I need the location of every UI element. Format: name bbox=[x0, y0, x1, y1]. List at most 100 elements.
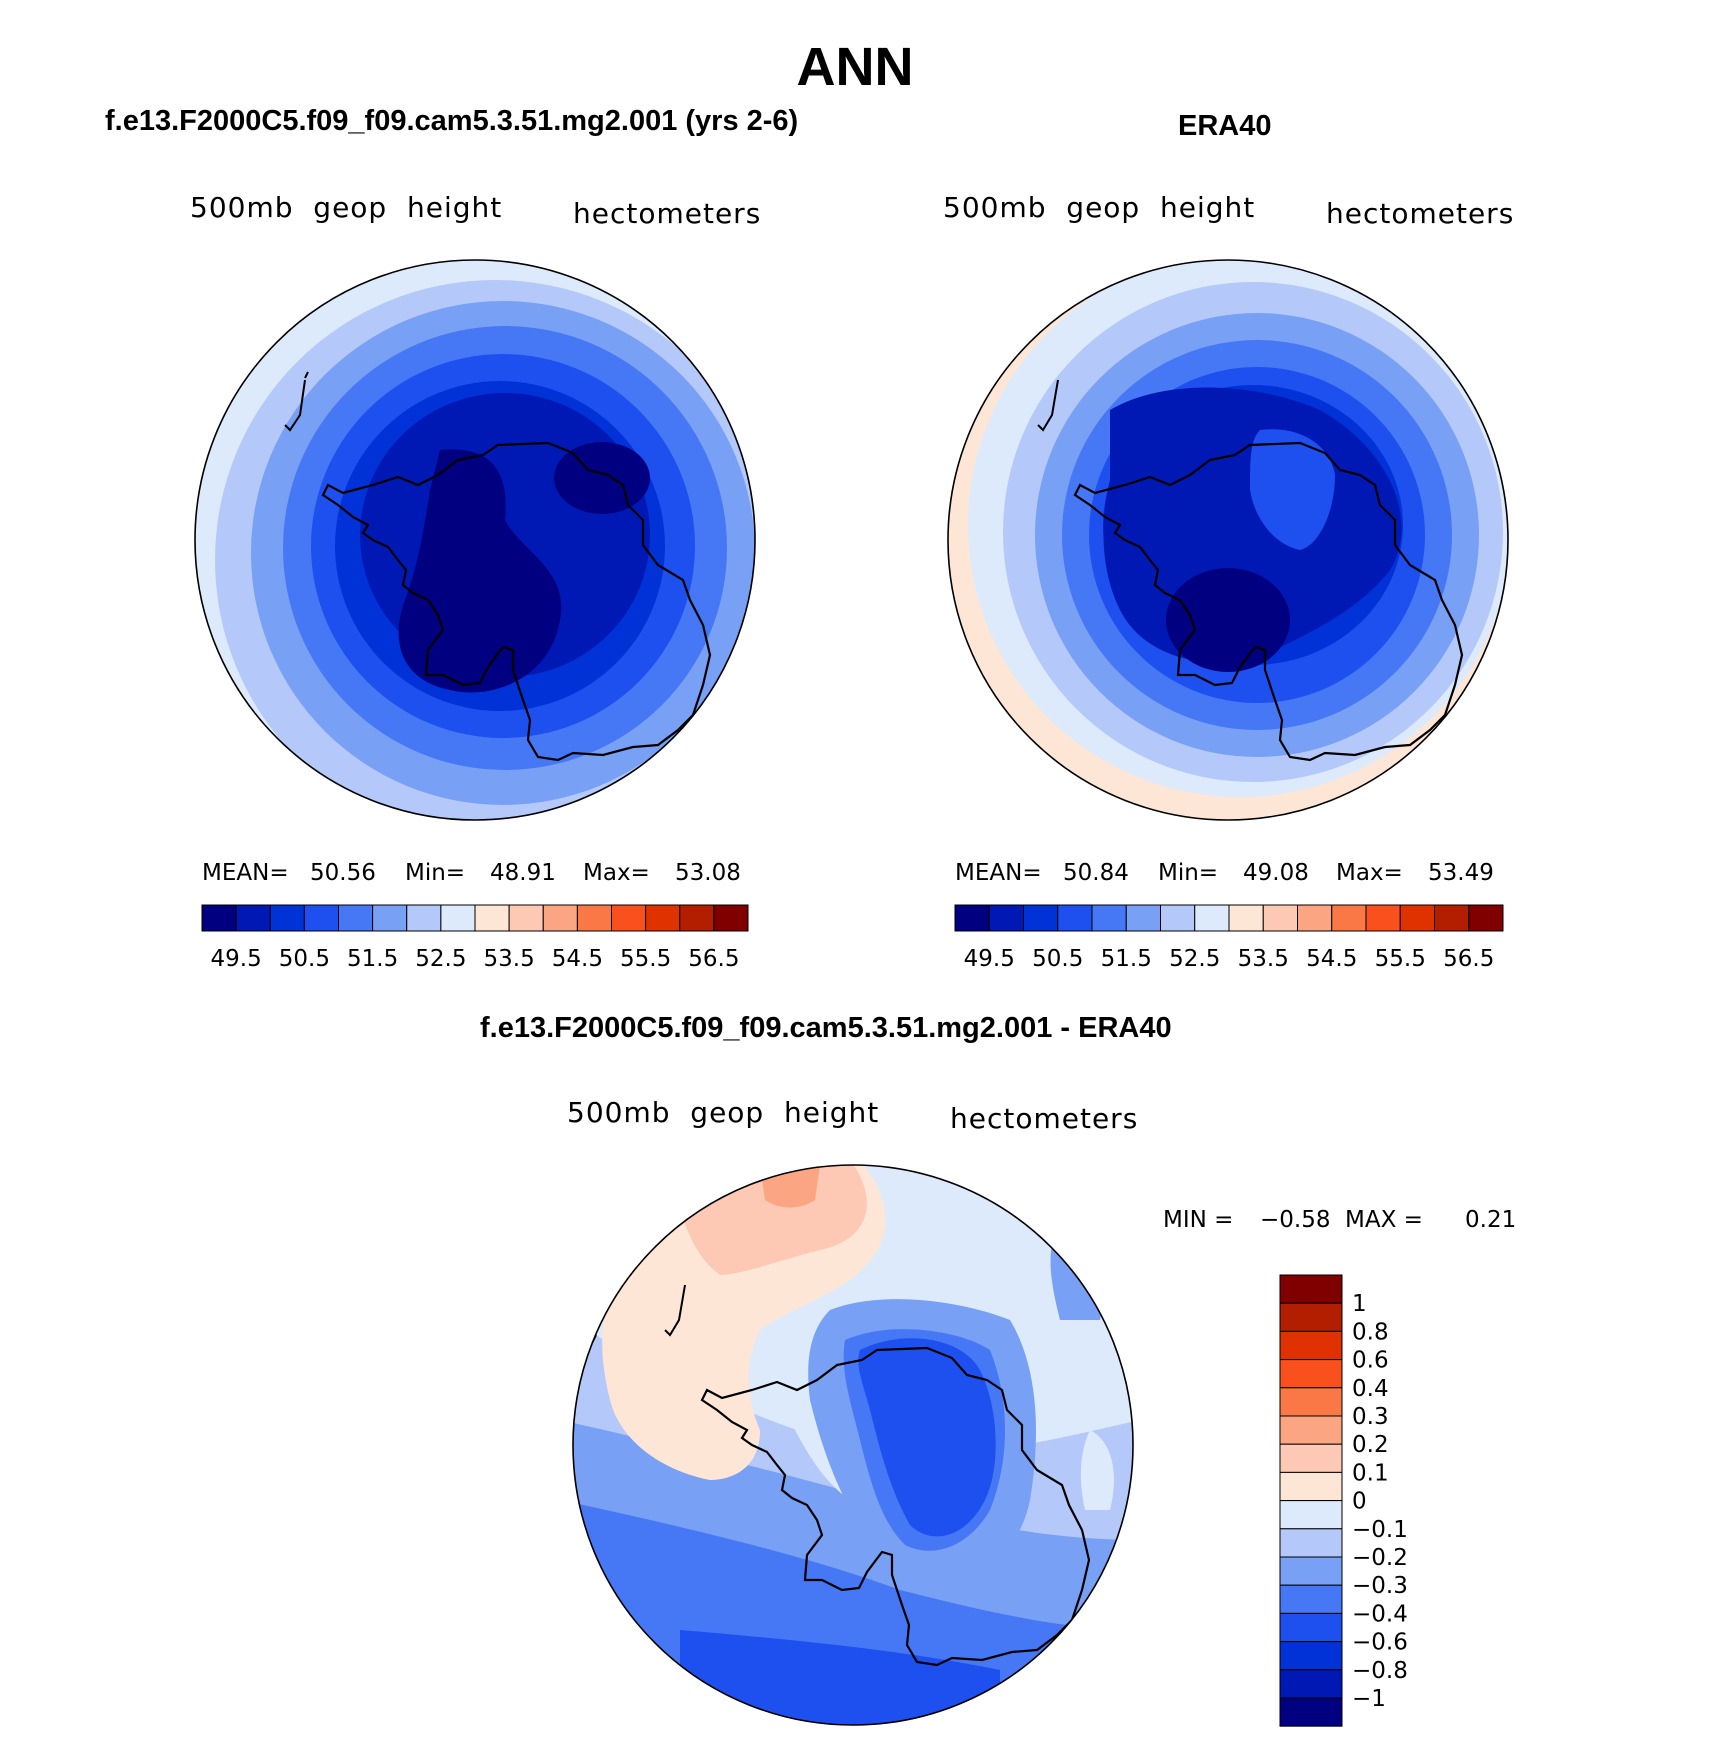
obs-colorbar-swatch bbox=[1023, 904, 1059, 932]
obs-colorbar-swatch bbox=[1365, 904, 1401, 932]
obs-colorbar-tick-label: 51.5 bbox=[1101, 946, 1152, 972]
obs-colorbar-tick-label: 52.5 bbox=[1169, 946, 1220, 972]
model-colorbar-tick-label: 56.5 bbox=[688, 946, 739, 972]
diff-colorbar-tick-label: 1 bbox=[1352, 1291, 1367, 1317]
diff-colorbar-swatch bbox=[1279, 1669, 1343, 1699]
model-colorbar: 49.5 50.5 51.5 52.5 53.5 54.5 55.5 56.5 bbox=[201, 904, 749, 972]
model-min-label: Min= bbox=[405, 860, 465, 886]
model-colorbar-swatch bbox=[440, 904, 476, 932]
obs-colorbar-tick-label: 55.5 bbox=[1375, 946, 1426, 972]
model-units-label: hectometers bbox=[573, 197, 761, 230]
obs-colorbar-tick-label: 50.5 bbox=[1032, 946, 1083, 972]
obs-colorbar-swatch bbox=[1331, 904, 1367, 932]
model-colorbar-swatch bbox=[372, 904, 408, 932]
obs-min-label: Min= bbox=[1158, 860, 1218, 886]
diff-colorbar-tick-label: −0.2 bbox=[1352, 1545, 1408, 1571]
diff-colorbar-swatch bbox=[1279, 1641, 1343, 1671]
model-max-value: 53.08 bbox=[675, 860, 741, 886]
diff-colorbar-tick-label: 0.1 bbox=[1352, 1460, 1389, 1486]
model-map bbox=[195, 260, 755, 820]
diff-colorbar-tick-label: 0.8 bbox=[1352, 1319, 1389, 1345]
obs-map-border bbox=[947, 259, 1509, 821]
diff-units-label: hectometers bbox=[950, 1102, 1138, 1135]
diff-colorbar-tick-label: 0.2 bbox=[1352, 1432, 1389, 1458]
obs-colorbar-swatch bbox=[1468, 904, 1504, 932]
diff-colorbar-swatch bbox=[1279, 1612, 1343, 1643]
obs-colorbar-swatch bbox=[1262, 904, 1298, 932]
model-colorbar-swatch bbox=[406, 904, 442, 932]
obs-case-title: ERA40 bbox=[1178, 110, 1272, 142]
model-max-label: Max= bbox=[583, 860, 650, 886]
diff-colorbar-tick-label: 0.4 bbox=[1352, 1376, 1389, 1402]
model-colorbar-swatch bbox=[235, 904, 271, 932]
model-colorbar-tick-label: 53.5 bbox=[484, 946, 535, 972]
diff-max-value: 0.21 bbox=[1465, 1207, 1516, 1233]
diff-map bbox=[573, 1165, 1133, 1725]
model-colorbar-tick-label: 55.5 bbox=[620, 946, 671, 972]
obs-colorbar-tick-label: 53.5 bbox=[1238, 946, 1289, 972]
obs-colorbar-swatch bbox=[1297, 904, 1333, 932]
diff-map-border bbox=[572, 1164, 1134, 1726]
diff-colorbar-tick-label: −0.8 bbox=[1352, 1658, 1408, 1684]
diff-colorbar-swatch bbox=[1279, 1302, 1343, 1332]
diff-colorbar-swatch bbox=[1279, 1471, 1343, 1502]
diff-colorbar-swatch bbox=[1279, 1387, 1343, 1417]
obs-max-label: Max= bbox=[1336, 860, 1403, 886]
diff-colorbar-swatch bbox=[1279, 1274, 1343, 1304]
diff-colorbar-swatch bbox=[1279, 1415, 1343, 1445]
diff-colorbar-tick-label: −0.3 bbox=[1352, 1573, 1408, 1599]
diff-colorbar-swatch bbox=[1279, 1330, 1343, 1361]
obs-colorbar: 49.5 50.5 51.5 52.5 53.5 54.5 55.5 56.5 bbox=[954, 904, 1504, 972]
model-colorbar-swatch bbox=[576, 904, 612, 932]
diff-colorbar-tick-label: −0.1 bbox=[1352, 1517, 1408, 1543]
diff-colorbar-swatch bbox=[1279, 1556, 1343, 1586]
model-colorbar-tick-label: 54.5 bbox=[552, 946, 603, 972]
obs-colorbar-tick-label: 56.5 bbox=[1443, 946, 1494, 972]
obs-colorbar-swatch bbox=[1160, 904, 1196, 932]
diff-min-label: MIN = bbox=[1163, 1207, 1233, 1233]
obs-colorbar-swatch bbox=[1194, 904, 1230, 932]
obs-min-value: 49.08 bbox=[1243, 860, 1309, 886]
diff-colorbar-swatch bbox=[1279, 1584, 1343, 1614]
diff-colorbar: 10.8 0.60.40.30.20.1 0−0.1−0.2−0.3−0.4 −0.6… bbox=[1279, 1274, 1408, 1727]
model-map-border bbox=[194, 259, 756, 821]
model-colorbar-tick-label: 51.5 bbox=[347, 946, 398, 972]
obs-variable-label: 500mb geop height bbox=[943, 191, 1255, 224]
obs-map bbox=[948, 260, 1508, 820]
model-colorbar-swatch bbox=[303, 904, 339, 932]
obs-mean-label: MEAN= bbox=[955, 860, 1042, 886]
model-colorbar-tick-label: 49.5 bbox=[211, 946, 262, 972]
model-colorbar-swatch bbox=[611, 904, 647, 932]
diff-colorbar-tick-label: 0.6 bbox=[1352, 1348, 1389, 1374]
model-colorbar-swatch bbox=[679, 904, 715, 932]
diff-variable-label: 500mb geop height bbox=[567, 1096, 879, 1129]
model-colorbar-swatch bbox=[542, 904, 578, 932]
obs-colorbar-swatch bbox=[1057, 904, 1093, 932]
obs-colorbar-swatch bbox=[1434, 904, 1470, 932]
obs-units-label: hectometers bbox=[1326, 197, 1514, 230]
diff-colorbar-tick-label: −0.6 bbox=[1352, 1630, 1408, 1656]
obs-max-value: 53.49 bbox=[1428, 860, 1494, 886]
diff-colorbar-tick-label: 0.3 bbox=[1352, 1404, 1389, 1430]
model-colorbar-tick-label: 50.5 bbox=[279, 946, 330, 972]
diff-colorbar-swatch bbox=[1279, 1443, 1343, 1473]
diff-colorbar-tick-label: −0.4 bbox=[1352, 1601, 1408, 1627]
model-colorbar-swatch bbox=[201, 904, 237, 932]
model-colorbar-swatch bbox=[645, 904, 681, 932]
diff-colorbar-swatch bbox=[1279, 1697, 1343, 1727]
model-min-value: 48.91 bbox=[490, 860, 556, 886]
model-colorbar-swatch bbox=[338, 904, 374, 932]
obs-colorbar-swatch bbox=[1091, 904, 1127, 932]
obs-colorbar-tick-label: 54.5 bbox=[1306, 946, 1357, 972]
diff-case-title: f.e13.F2000C5.f09_f09.cam5.3.51.mg2.001 … bbox=[480, 1012, 1172, 1044]
diff-colorbar-swatch bbox=[1279, 1500, 1343, 1530]
obs-colorbar-tick-label: 49.5 bbox=[964, 946, 1015, 972]
obs-colorbar-swatch bbox=[1399, 904, 1435, 932]
obs-colorbar-swatch bbox=[988, 904, 1024, 932]
model-colorbar-swatch bbox=[508, 904, 544, 932]
diff-colorbar-tick-label: 0 bbox=[1352, 1489, 1367, 1515]
model-mean-label: MEAN= bbox=[202, 860, 289, 886]
diff-colorbar-swatch bbox=[1279, 1528, 1343, 1558]
diff-max-label: MAX = bbox=[1345, 1207, 1423, 1233]
